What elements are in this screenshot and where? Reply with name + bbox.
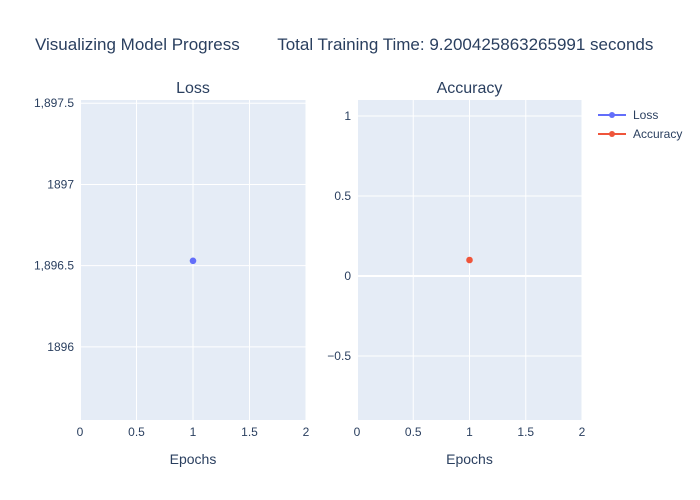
- legend-label: Loss: [633, 108, 658, 122]
- figure-title: Visualizing Model Progress Total Trainin…: [35, 35, 653, 54]
- legend-item-loss[interactable]: Loss: [598, 108, 658, 122]
- legend-label: Accuracy: [633, 127, 682, 141]
- legend-marker-icon: [609, 112, 615, 118]
- loss-y-tick-label: 1896: [47, 340, 74, 354]
- loss-x-tick-label: 0.5: [128, 425, 145, 439]
- accuracy-y-tick-label: −0.5: [327, 349, 351, 363]
- accuracy-y-tick-label: 0.5: [334, 189, 351, 203]
- accuracy-x-tick-label: 1.5: [517, 425, 534, 439]
- accuracy-subplot: Accuracy 0 0.5 1 1.5 2 −0.5 0 0.5 1 Epochs: [327, 80, 585, 467]
- loss-subplot: Loss 0 0.5 1 1.5 2 1896 1,896.5 1897 1,897.5 Epoch…: [34, 80, 310, 467]
- loss-subplot-title: Loss: [176, 80, 210, 97]
- loss-x-tick-label: 1.5: [241, 425, 258, 439]
- loss-y-tick-label: 1,897.5: [34, 96, 74, 110]
- loss-y-tick-label: 1897: [47, 177, 74, 191]
- legend-item-accuracy[interactable]: Accuracy: [598, 127, 682, 141]
- legend-marker-icon: [609, 131, 615, 137]
- accuracy-x-tick-label: 0.5: [405, 425, 422, 439]
- accuracy-x-tick-label: 0: [354, 425, 361, 439]
- loss-x-tick-label: 2: [303, 425, 310, 439]
- accuracy-x-tick-label: 2: [579, 425, 586, 439]
- accuracy-x-tick-label: 1: [466, 425, 473, 439]
- accuracy-y-tick-label: 1: [344, 109, 351, 123]
- legend[interactable]: Loss Accuracy: [598, 108, 682, 141]
- accuracy-subplot-title: Accuracy: [437, 80, 503, 97]
- loss-x-tick-label: 0: [77, 425, 84, 439]
- loss-y-tick-label: 1,896.5: [34, 259, 74, 273]
- loss-x-axis-title: Epochs: [170, 451, 217, 467]
- loss-data-point[interactable]: [189, 257, 197, 265]
- accuracy-x-axis-title: Epochs: [446, 451, 493, 467]
- accuracy-y-tick-label: 0: [344, 269, 351, 283]
- loss-x-tick-label: 1: [190, 425, 197, 439]
- accuracy-data-point[interactable]: [466, 256, 473, 264]
